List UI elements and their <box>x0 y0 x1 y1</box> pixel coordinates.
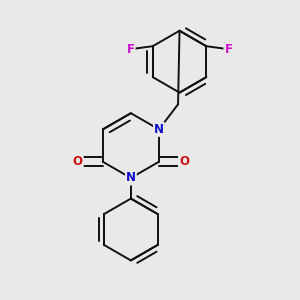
Text: N: N <box>126 172 136 184</box>
Text: O: O <box>73 155 83 168</box>
Text: F: F <box>224 43 232 56</box>
Text: N: N <box>154 123 164 136</box>
Text: O: O <box>179 155 189 168</box>
Text: F: F <box>127 43 135 56</box>
